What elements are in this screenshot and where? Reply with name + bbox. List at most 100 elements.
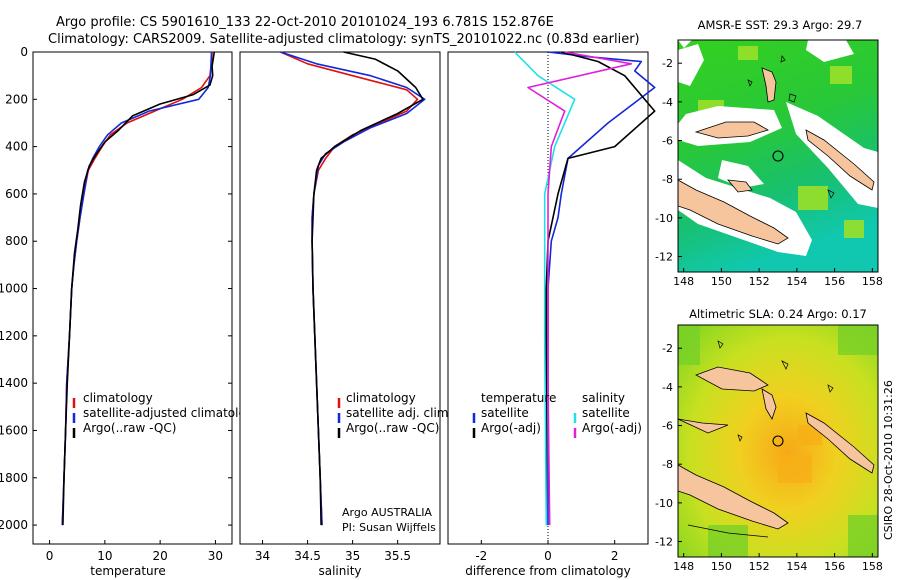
series-line-salinity-argo-adj- [527, 51, 633, 526]
map-y-tick-label: -12 [655, 251, 673, 264]
header-line-1: Argo profile: CS 5901610_133 22-Oct-2010… [56, 15, 554, 30]
map-y-tick-label: -6 [662, 420, 673, 433]
map-y-tick-label: -10 [655, 212, 673, 225]
salinity-x-axis: 34 34.5 35 35.5 [255, 540, 411, 563]
y-tick-label: 0 [20, 45, 28, 59]
map-x-tick-label: 156 [824, 275, 845, 288]
legend-salinity-satellite-label: satellite [582, 406, 630, 420]
temperature-series [61, 51, 216, 526]
map-x-tick-label: 154 [786, 275, 807, 288]
map-y-tick-label: -6 [662, 135, 673, 148]
map-x-tick-label: 148 [673, 560, 694, 573]
x-tick-label: 34 [255, 549, 270, 563]
pi-annotation: PI: Susan Wijffels [342, 521, 436, 534]
y-tick-label: 1800 [0, 471, 28, 485]
sst-map-area [678, 40, 878, 272]
x-tick-label: 10 [97, 549, 112, 563]
header-line-2: Climatology: CARS2009. Satellite-adjuste… [48, 32, 640, 47]
map-x-tick-label: 152 [749, 275, 770, 288]
y-tick-label: 800 [5, 234, 28, 248]
x-tick-label: 20 [152, 549, 167, 563]
salinity-x-label: salinity [318, 564, 361, 578]
x-tick-label: 35.5 [384, 549, 411, 563]
y-tick-label: 1400 [0, 376, 28, 390]
series-line-argo-raw-qc- [62, 51, 216, 526]
y-tick-label: 400 [5, 140, 28, 154]
map-y-tick-label: -8 [662, 173, 673, 186]
y-tick-label: 200 [5, 92, 28, 106]
difference-x-axis: -2 0 2 [475, 540, 618, 563]
sla-low-patches [678, 325, 878, 557]
sla-map-title: Altimetric SLA: 0.24 Argo: 0.17 [689, 307, 867, 321]
sla-map-axes: 148 150 152 154 156 158 -2 -4 -6 -8 -10 -12 [655, 342, 883, 573]
x-tick-label: 34.5 [294, 549, 321, 563]
x-tick-label: 0 [544, 549, 552, 563]
map-y-tick-label: -4 [662, 381, 673, 394]
map-y-tick-label: -8 [662, 458, 673, 471]
sst-map-panel: AMSR-E SST: 29.3 Argo: 29.7 [655, 18, 883, 288]
argo-location-marker [772, 150, 784, 162]
map-x-tick-label: 150 [711, 275, 732, 288]
side-timestamp-label: CSIRO 28-Oct-2010 10:31:26 [882, 380, 895, 540]
legend-temperature-satellite-label: satellite [481, 406, 529, 420]
y-tick-label: 1000 [0, 282, 28, 296]
series-line-argo-raw-qc- [311, 51, 424, 526]
sst-map-title: AMSR-E SST: 29.3 Argo: 29.7 [698, 18, 863, 32]
legend-satellite-label: satellite-adjusted climatology [83, 406, 261, 420]
legend-salinity-title: salinity [582, 391, 625, 405]
sst-coastline-islands [747, 55, 835, 199]
map-y-tick-label: -12 [655, 536, 673, 549]
legend-satellite-label: satellite adj. clim. [346, 406, 452, 420]
legend-temperature-argo-label: Argo(-adj) [481, 421, 541, 435]
x-tick-label: 30 [208, 549, 223, 563]
difference-legend: temperature satellite Argo(-adj) salinit… [472, 391, 642, 438]
temperature-x-axis: 0 10 20 30 [46, 540, 223, 563]
y-tick-label: 1200 [0, 329, 28, 343]
legend-climatology-label: climatology [83, 391, 153, 405]
map-x-tick-label: 158 [862, 560, 883, 573]
temperature-panel: 0 200 400 600 800 1000 1200 1400 1600 1800 2000 0 1… [0, 45, 261, 578]
map-x-tick-label: 154 [786, 560, 807, 573]
sla-map-area [678, 325, 878, 557]
salinity-series [280, 51, 426, 526]
temperature-x-label: temperature [90, 564, 165, 578]
salinity-axes [239, 51, 441, 545]
sla-map-panel: Altimetric SLA: 0.24 Argo: 0.17 [655, 307, 883, 573]
map-y-tick-label: -2 [662, 57, 673, 70]
map-x-tick-label: 156 [824, 560, 845, 573]
sla-coastline-islands [687, 340, 834, 538]
legend-salinity-argo-label: Argo(-adj) [582, 421, 642, 435]
temperature-legend: climatology satellite-adjusted climatolo… [72, 391, 261, 438]
salinity-panel: 34 34.5 35 35.5 salinity climatology satell… [239, 51, 452, 578]
map-x-tick-label: 158 [862, 275, 883, 288]
difference-x-label: difference from climatology [465, 564, 631, 578]
program-annotation: Argo AUSTRALIA [342, 506, 432, 519]
legend-argo-label: Argo(..raw -QC) [346, 421, 439, 435]
sst-land [678, 67, 875, 245]
y-tick-label: 2000 [0, 518, 28, 532]
sst-map-axes: 148 150 152 154 156 158 -2 -4 -6 -8 -10 -12 [655, 57, 883, 288]
map-x-tick-label: 150 [711, 560, 732, 573]
map-y-tick-label: -4 [662, 96, 673, 109]
x-tick-label: 2 [611, 549, 619, 563]
map-x-tick-label: 148 [673, 275, 694, 288]
salinity-legend: climatology satellite adj. clim. Argo(..… [337, 391, 452, 438]
y-tick-label: 1600 [0, 423, 28, 437]
difference-series [514, 51, 656, 526]
x-tick-label: -2 [475, 549, 487, 563]
sla-map-frame [677, 324, 879, 558]
y-tick-label: 600 [5, 187, 28, 201]
map-y-tick-label: -2 [662, 342, 673, 355]
series-line-temperature-argo-adj- [545, 51, 656, 526]
map-x-tick-label: 152 [749, 560, 770, 573]
sla-land [678, 366, 875, 530]
x-tick-label: 0 [46, 549, 54, 563]
sst-map-frame [677, 39, 879, 273]
sla-high-patches [778, 425, 822, 483]
x-tick-label: 35 [345, 549, 360, 563]
difference-panel: -2 0 2 difference from climatology tempera… [447, 51, 656, 578]
legend-climatology-label: climatology [346, 391, 416, 405]
pressure-axis: 0 200 400 600 800 1000 1200 1400 1600 1800 2000 [0, 45, 232, 532]
legend-temperature-title: temperature [481, 391, 556, 405]
